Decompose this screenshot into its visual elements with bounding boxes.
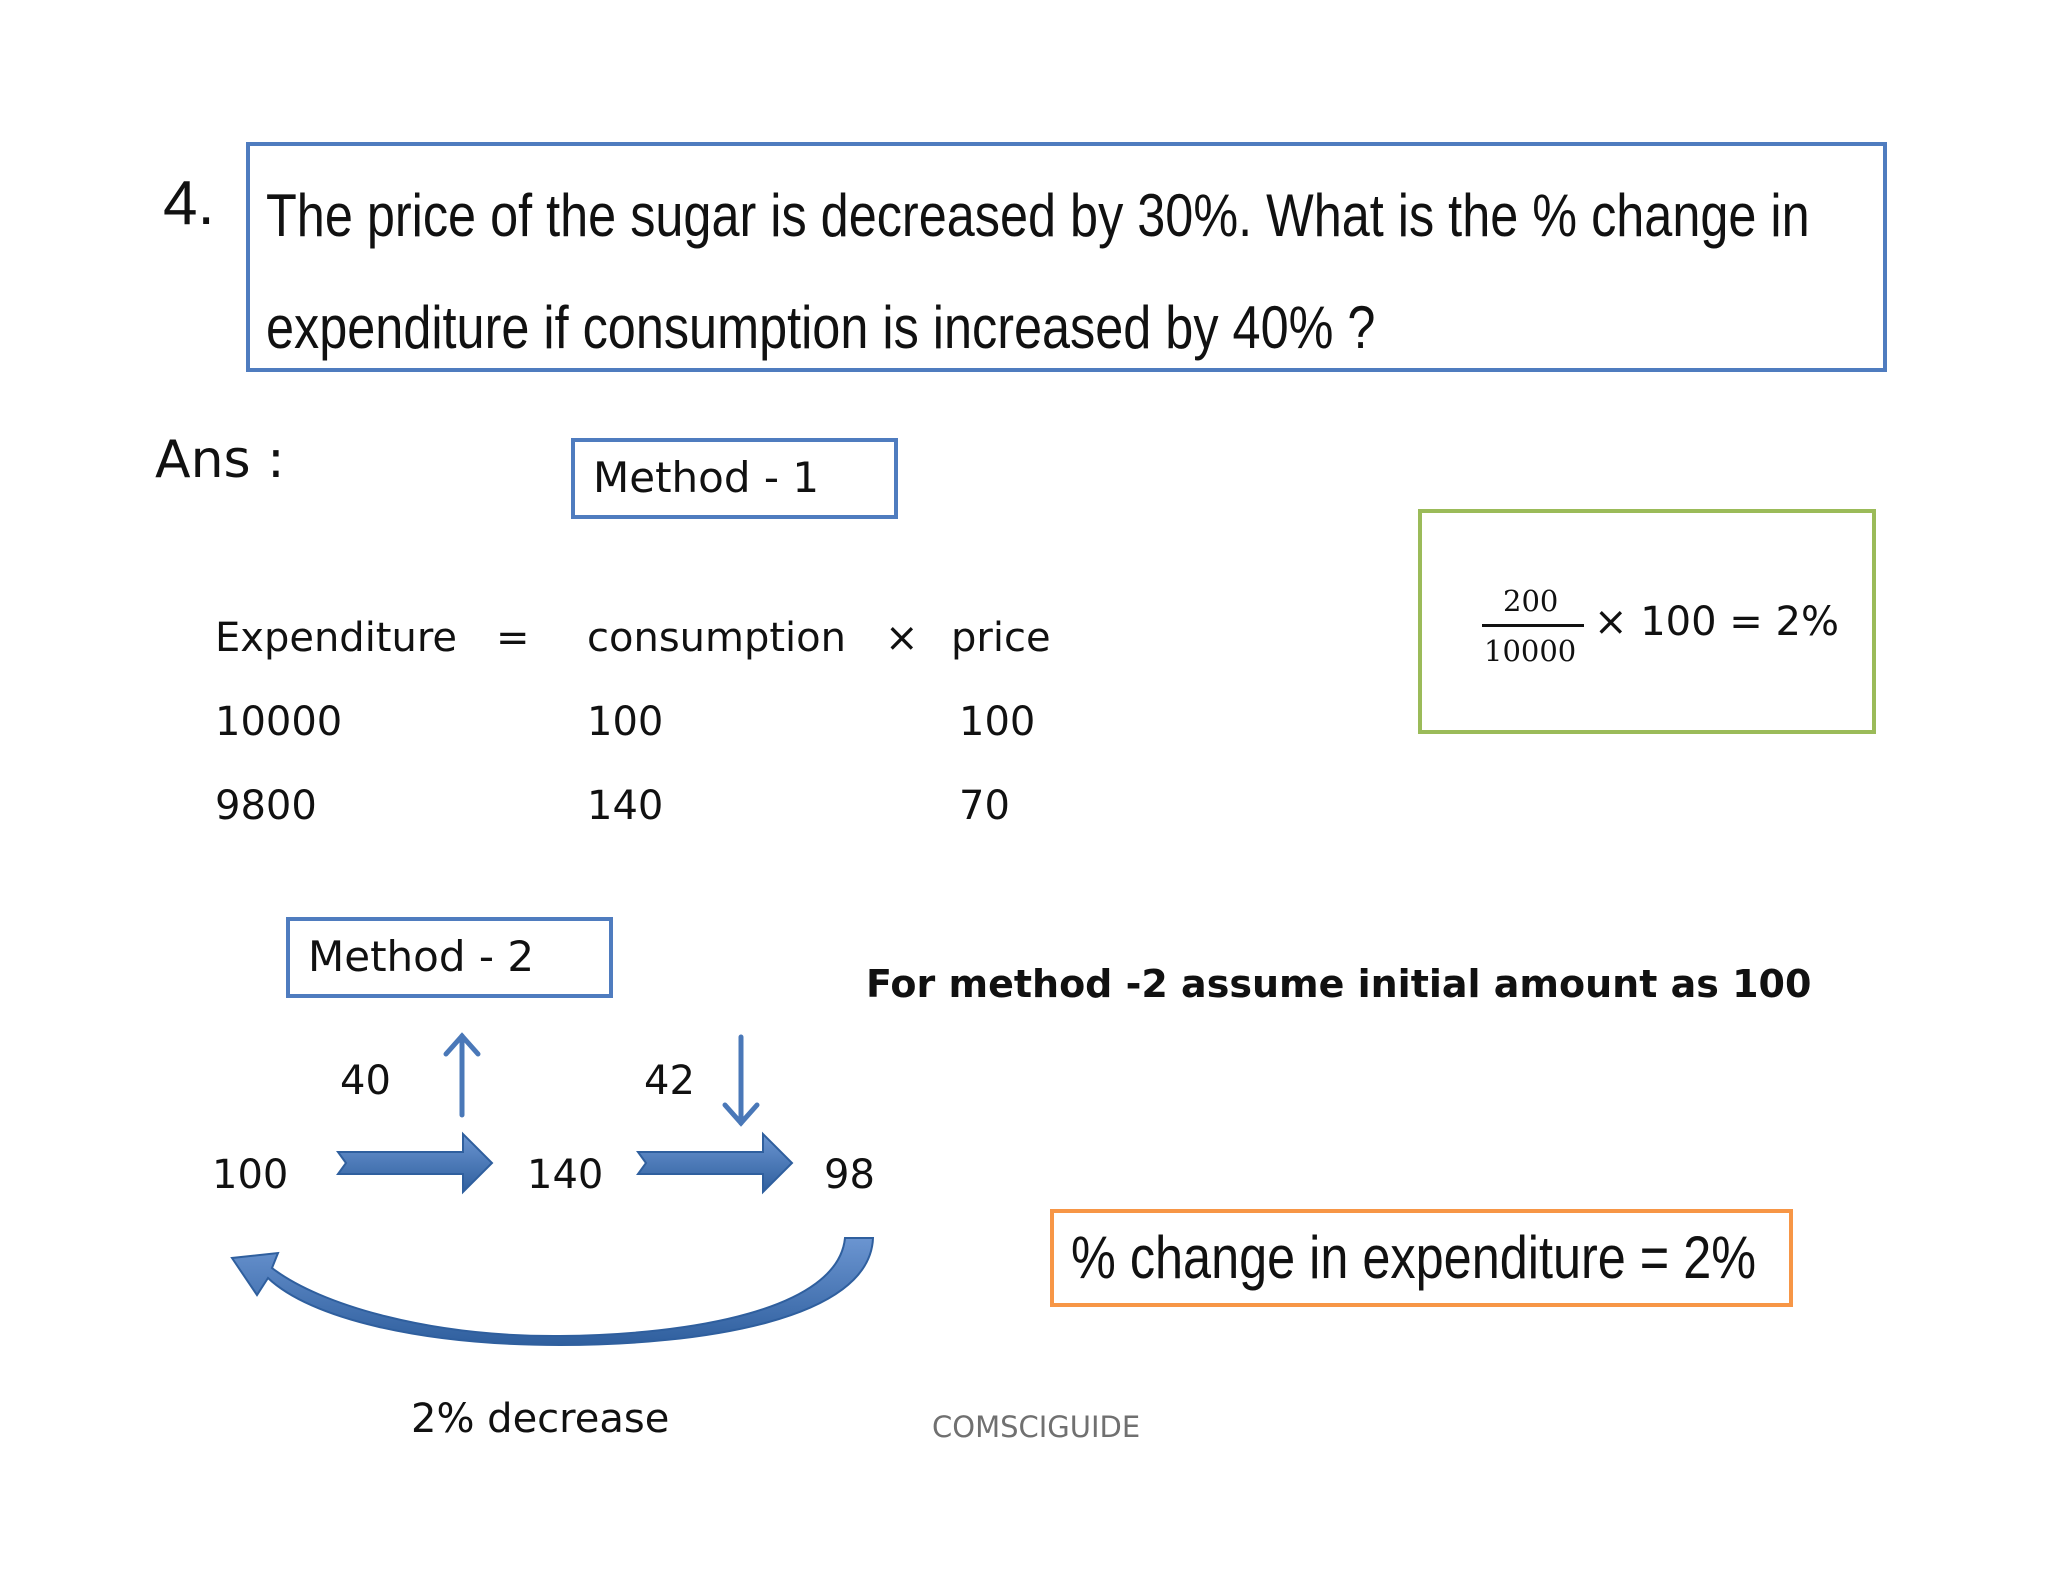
right-arrow-icon bbox=[636, 1131, 794, 1195]
answer-label: Ans : bbox=[155, 430, 285, 490]
table-cell: 100 bbox=[587, 699, 664, 745]
down-arrow-icon bbox=[722, 1034, 760, 1127]
table-cell: 70 bbox=[959, 783, 1010, 829]
table-cell: 9800 bbox=[215, 783, 317, 829]
method-2-box bbox=[286, 917, 613, 998]
up-arrow-icon bbox=[443, 1032, 481, 1118]
start-value: 100 bbox=[212, 1152, 289, 1198]
overall-change-label: 2% decrease bbox=[411, 1396, 670, 1442]
method-1-label: Method - 1 bbox=[593, 453, 820, 502]
method-1-box bbox=[571, 438, 898, 519]
decrease-amount: 42 bbox=[644, 1058, 695, 1104]
curved-return-arrow-icon bbox=[230, 1237, 875, 1347]
table-cell: 10000 bbox=[215, 699, 343, 745]
middle-value: 140 bbox=[527, 1152, 604, 1198]
table-cell: 100 bbox=[959, 699, 1036, 745]
method-2-note: For method -2 assume initial amount as 1… bbox=[866, 962, 1812, 1006]
formula-result: × 100 = 2% bbox=[1594, 599, 1839, 645]
table-cell: 140 bbox=[587, 783, 664, 829]
question-line-1: The price of the sugar is decreased by 3… bbox=[266, 182, 1810, 249]
table-header-expenditure: Expenditure bbox=[215, 615, 458, 661]
question-box bbox=[246, 142, 1887, 372]
table-header-equals: = bbox=[496, 615, 530, 661]
question-line-2: expenditure if consumption is increased … bbox=[266, 294, 1376, 361]
formula-box bbox=[1418, 509, 1876, 734]
fraction-bar bbox=[1482, 624, 1584, 627]
table-header-price: price bbox=[951, 615, 1051, 661]
result-text: % change in expenditure = 2% bbox=[1071, 1224, 1757, 1291]
method-2-label: Method - 2 bbox=[308, 932, 535, 981]
credit-watermark: COMSCIGUIDE bbox=[932, 1410, 1141, 1444]
question-number: 4. bbox=[163, 169, 215, 238]
result-box bbox=[1050, 1209, 1793, 1307]
increase-amount: 40 bbox=[340, 1058, 391, 1104]
fraction-denominator: 10000 bbox=[1484, 634, 1577, 668]
right-arrow-icon bbox=[336, 1131, 494, 1195]
table-header-times: × bbox=[885, 615, 919, 661]
fraction-numerator: 200 bbox=[1503, 584, 1559, 618]
end-value: 98 bbox=[824, 1152, 875, 1198]
table-header-consumption: consumption bbox=[587, 615, 846, 661]
